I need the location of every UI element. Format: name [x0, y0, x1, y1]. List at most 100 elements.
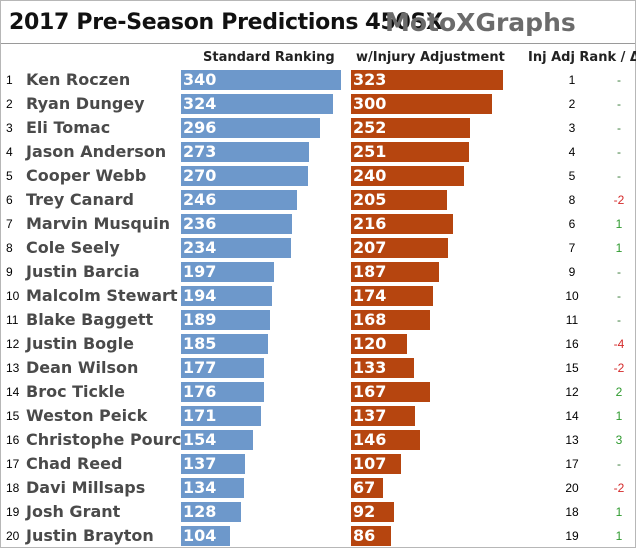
rider-name: Cole Seely — [26, 238, 120, 257]
rank-label: 8 — [6, 241, 13, 255]
rider-name: Cooper Webb — [26, 166, 147, 185]
table-row: 6 Trey Canard 246 205 8 -2 — [1, 188, 636, 212]
table-row: 1 Ken Roczen 340 323 1 - — [1, 68, 636, 92]
rider-name: Josh Grant — [26, 502, 121, 521]
table-row: 20 Justin Brayton 104 86 19 1 — [1, 524, 636, 548]
table-row: 14 Broc Tickle 176 167 12 2 — [1, 380, 636, 404]
title-bar: 2017 Pre-Season Predictions 450SX - Moto… — [1, 1, 635, 44]
rank-label: 11 — [6, 313, 19, 327]
injury-bar: 205 — [351, 190, 447, 210]
standard-bar: 137 — [181, 454, 245, 474]
injury-bar: 137 — [351, 406, 415, 426]
rank-label: 14 — [6, 385, 20, 399]
table-row: 9 Justin Barcia 197 187 9 - — [1, 260, 636, 284]
injury-bar: 187 — [351, 262, 439, 282]
adjusted-rank-label: 7 — [568, 241, 576, 255]
adjusted-rank-label: 4 — [568, 145, 576, 159]
injury-bar: 67 — [351, 478, 383, 498]
table-row: 8 Cole Seely 234 207 7 1 — [1, 236, 636, 260]
rank-change-label: 1 — [615, 529, 623, 543]
standard-value-label: 177 — [183, 358, 217, 377]
standard-bar: 176 — [181, 382, 264, 402]
standard-bar: 270 — [181, 166, 308, 186]
rider-name: Chad Reed — [26, 454, 123, 473]
rank-change-label: 2 — [615, 385, 623, 399]
injury-bar: 216 — [351, 214, 453, 234]
standard-bar: 154 — [181, 430, 253, 450]
adjusted-rank-label: 3 — [568, 121, 576, 135]
standard-value-label: 171 — [183, 406, 217, 425]
injury-bar: 146 — [351, 430, 420, 450]
table-row: 5 Cooper Webb 270 240 5 - — [1, 164, 636, 188]
injury-bar: 174 — [351, 286, 433, 306]
adjusted-rank-label: 6 — [568, 217, 576, 231]
injury-bar: 207 — [351, 238, 448, 258]
chart-title: 2017 Pre-Season Predictions 450SX — [9, 10, 443, 35]
adjusted-rank-label: 10 — [565, 289, 579, 303]
title-separator: - — [365, 10, 373, 35]
rider-name: Broc Tickle — [26, 382, 125, 401]
standard-value-label: 296 — [183, 118, 217, 137]
rank-change-label: - — [617, 145, 621, 159]
standard-bar: 189 — [181, 310, 270, 330]
adjusted-rank-label: 8 — [568, 193, 576, 207]
table-row: 3 Eli Tomac 296 252 3 - — [1, 116, 636, 140]
table-row: 11 Blake Baggett 189 168 11 - — [1, 308, 636, 332]
rider-name: Davi Millsaps — [26, 478, 146, 497]
rank-label: 19 — [6, 505, 20, 519]
injury-bar: 86 — [351, 526, 391, 546]
injury-bar: 323 — [351, 70, 503, 90]
standard-value-label: 185 — [183, 334, 217, 353]
adjusted-rank-label: 18 — [565, 505, 579, 519]
rank-label: 2 — [6, 97, 13, 111]
rank-label: 15 — [6, 409, 20, 423]
standard-value-label: 134 — [183, 478, 217, 497]
rider-name: Christophe Pourcel — [26, 430, 198, 449]
rank-change-label: - — [617, 457, 621, 471]
standard-value-label: 189 — [183, 310, 217, 329]
table-row: 13 Dean Wilson 177 133 15 -2 — [1, 356, 636, 380]
rider-name: Justin Barcia — [26, 262, 140, 281]
adjusted-rank-label: 11 — [565, 313, 579, 327]
rank-change-label: -2 — [613, 361, 625, 375]
standard-bar: 128 — [181, 502, 241, 522]
standard-value-label: 273 — [183, 142, 217, 161]
rider-name: Eli Tomac — [26, 118, 111, 137]
injury-bar: 300 — [351, 94, 492, 114]
table-row: 16 Christophe Pourcel 154 146 13 3 — [1, 428, 636, 452]
adjusted-rank-label: 5 — [568, 169, 576, 183]
rank-label: 6 — [6, 193, 13, 207]
standard-value-label: 234 — [183, 238, 217, 257]
injury-bar: 251 — [351, 142, 469, 162]
standard-bar: 177 — [181, 358, 264, 378]
rider-name: Malcolm Stewart — [26, 286, 178, 305]
injury-value-label: 92 — [353, 502, 376, 521]
rank-label: 12 — [6, 337, 20, 351]
rank-label: 7 — [6, 217, 13, 231]
standard-bar: 236 — [181, 214, 292, 234]
table-row: 2 Ryan Dungey 324 300 2 - — [1, 92, 636, 116]
table-row: 4 Jason Anderson 273 251 4 - — [1, 140, 636, 164]
injury-value-label: 216 — [353, 214, 387, 233]
injury-bar: 133 — [351, 358, 414, 378]
table-row: 7 Marvin Musquin 236 216 6 1 — [1, 212, 636, 236]
rank-label: 9 — [6, 265, 13, 279]
rider-name: Trey Canard — [26, 190, 134, 209]
injury-value-label: 300 — [353, 94, 387, 113]
rank-label: 3 — [6, 121, 13, 135]
adjusted-rank-label: 9 — [568, 265, 576, 279]
standard-bar: 197 — [181, 262, 274, 282]
rank-label: 18 — [6, 481, 20, 495]
standard-value-label: 246 — [183, 190, 217, 209]
rank-label: 1 — [6, 73, 13, 87]
adjusted-rank-label: 13 — [565, 433, 579, 447]
standard-bar: 324 — [181, 94, 333, 114]
rank-label: 16 — [6, 433, 20, 447]
injury-value-label: 146 — [353, 430, 387, 449]
rank-change-label: - — [617, 97, 621, 111]
standard-bar: 194 — [181, 286, 272, 306]
injury-bar: 92 — [351, 502, 394, 522]
rider-name: Marvin Musquin — [26, 214, 171, 233]
